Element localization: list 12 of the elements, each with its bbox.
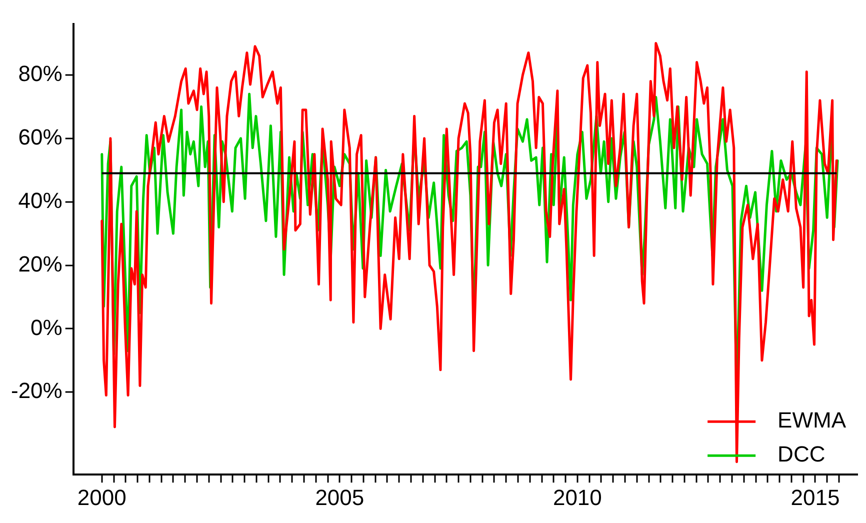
x-tick-label: 2015 xyxy=(790,484,840,510)
y-tick-label: 60% xyxy=(18,124,62,150)
legend-label: DCC xyxy=(778,442,826,467)
y-tick-label: 40% xyxy=(18,188,62,213)
x-tick-label: 2000 xyxy=(77,484,126,510)
y-tick-label: 80% xyxy=(18,61,62,86)
legend-label: EWMA xyxy=(778,408,846,433)
y-tick-label: 0% xyxy=(30,314,62,340)
x-tick-label: 2010 xyxy=(552,484,602,510)
y-tick-label: -20% xyxy=(11,378,62,404)
x-tick-label: 2005 xyxy=(315,484,364,510)
y-tick-label: 20% xyxy=(18,251,62,276)
